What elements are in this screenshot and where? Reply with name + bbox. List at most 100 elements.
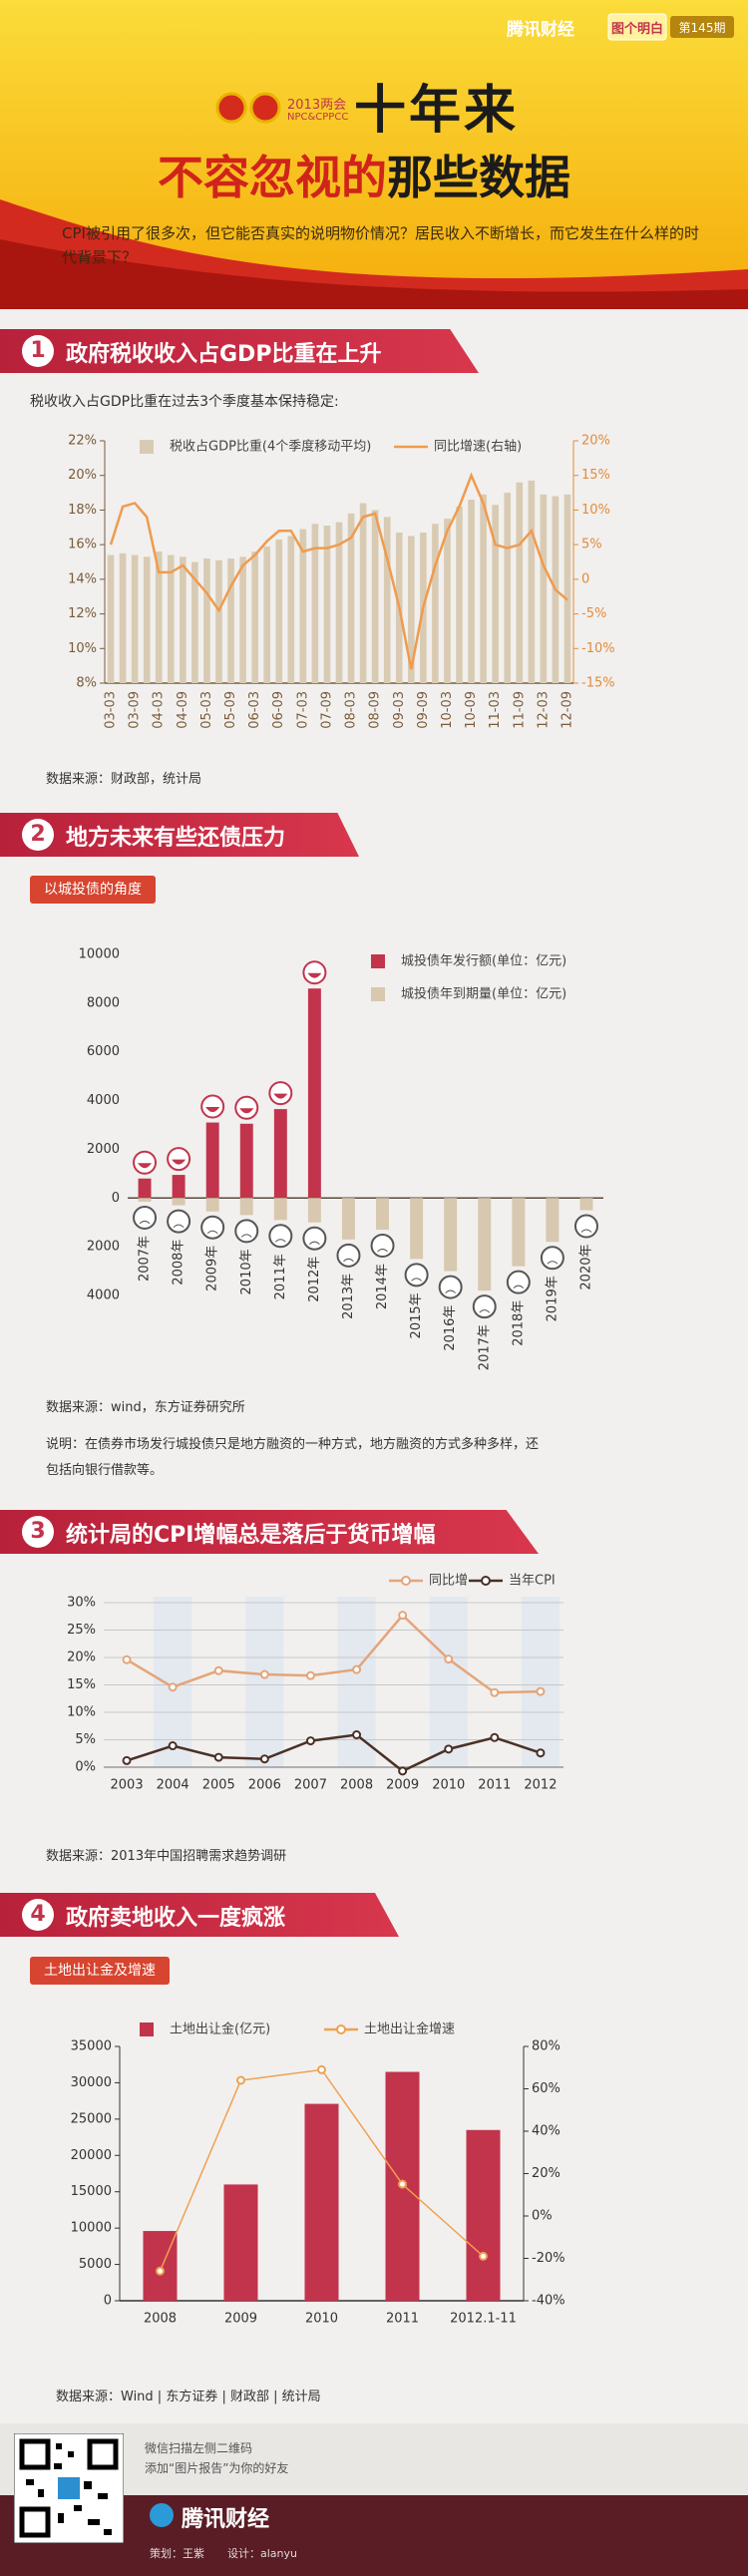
tick-label: 8%	[76, 676, 97, 691]
x-tick-label: 04-09	[176, 691, 190, 729]
point	[213, 1665, 223, 1675]
face-icon	[167, 1209, 191, 1234]
badge: 以城投债的角度	[30, 876, 156, 904]
section-number: 2	[22, 819, 54, 851]
face-icon	[404, 1263, 429, 1288]
bar	[444, 1198, 458, 1272]
point	[122, 1655, 132, 1664]
point	[213, 1752, 223, 1762]
bar	[307, 988, 321, 1199]
x-tick-label: 2011	[478, 1778, 511, 1793]
legend-label: 城投债年发行额(单位：亿元)	[401, 953, 566, 969]
section-number: 1	[22, 335, 54, 367]
bar	[311, 524, 319, 683]
x-tick-label: 06-03	[247, 691, 262, 729]
tick-label: 12%	[68, 606, 97, 621]
x-tick-label: 2011年	[273, 1254, 288, 1299]
tick-label: 16%	[68, 538, 97, 552]
bar	[191, 561, 198, 683]
title-black: 那些数据	[387, 151, 570, 204]
x-tick-label: 2008	[340, 1778, 373, 1793]
bar	[138, 1178, 152, 1199]
x-tick-label: 08-03	[344, 691, 359, 729]
qr-dots	[26, 2443, 112, 2535]
tick-label: 10%	[67, 1705, 96, 1720]
bar	[205, 1198, 219, 1212]
face-icon	[370, 1234, 395, 1259]
face-icon	[268, 1224, 293, 1249]
face-mouth	[547, 1261, 559, 1265]
face-icon	[472, 1294, 497, 1319]
bar	[239, 1198, 253, 1216]
x-tick-label: 2018年	[511, 1300, 526, 1346]
section-title: 政府卖地收入一度疯涨	[66, 1906, 286, 1931]
point	[317, 2064, 326, 2074]
x-tick-label: 2010	[432, 1778, 465, 1793]
face-icon	[506, 1270, 531, 1294]
tick-label: 20%	[581, 434, 610, 449]
point	[479, 2251, 488, 2261]
legend-label: 税收占GDP比重(4个季度移动平均)	[170, 439, 371, 455]
x-tick-label: 05-09	[223, 691, 238, 729]
source: 数据来源：wind，东方证券研究所	[46, 1400, 245, 1415]
footer: 微信扫描左侧二维码 添加“图片报告”为你的好友 腾讯财经 策划：王紫 设计：al…	[0, 2423, 748, 2576]
bar	[251, 552, 258, 683]
x-tick-label: 2009年	[205, 1246, 220, 1291]
bar	[273, 1198, 287, 1221]
x-tick-label: 2003	[111, 1778, 144, 1793]
bar	[478, 1198, 492, 1291]
credit: 策划：王紫	[150, 2547, 204, 2560]
flag-swoosh	[0, 239, 748, 309]
face-icon	[234, 1219, 259, 1244]
tick-label: -5%	[581, 606, 606, 621]
x-tick-label: 05-03	[199, 691, 214, 729]
bar	[119, 552, 127, 683]
x-tick-label: 2012年	[307, 1257, 322, 1302]
tick-label: 10000	[79, 947, 120, 962]
tick-label: 25%	[67, 1623, 96, 1638]
tick-label: 15%	[581, 468, 610, 483]
tick-label: 8000	[87, 995, 120, 1010]
legend-label: 同比增	[429, 1574, 468, 1589]
face-mouth	[138, 1163, 153, 1169]
point	[305, 1736, 315, 1746]
bar	[563, 494, 571, 683]
point	[122, 1755, 132, 1765]
badge: 土地出让金及增速	[30, 1957, 170, 1985]
tick-label: 20000	[71, 2148, 112, 2163]
x-tick-label: 11-09	[512, 691, 527, 729]
bar	[172, 1175, 186, 1199]
bar	[540, 494, 548, 683]
x-tick-label: 2008年	[172, 1240, 187, 1286]
face-mouth	[513, 1285, 525, 1289]
face-mouth	[206, 1230, 218, 1235]
bar	[432, 524, 439, 683]
x-tick-label: 2007年	[138, 1236, 153, 1282]
line	[126, 1733, 542, 1773]
header-art	[0, 13, 748, 309]
x-tick-label: 06-09	[271, 691, 286, 729]
column-badge	[607, 13, 667, 41]
tick-label: 22%	[68, 434, 97, 449]
bar	[275, 539, 283, 683]
intro: CPI被引用了很多次，但它能否真实的说明物价情况？居民收入不断增长，而它发生在什…	[62, 224, 699, 266]
bar	[480, 494, 487, 683]
point	[352, 1730, 362, 1740]
bar	[504, 493, 512, 683]
bar	[155, 552, 163, 683]
x-tick-label: 03-03	[104, 691, 119, 729]
legend-swatch	[336, 2024, 346, 2034]
face-icon	[133, 1205, 158, 1230]
chart: 0 5000 10000 15000 20000 25000 30000 35000 -40% -…	[71, 2022, 565, 2327]
face-icon	[200, 1094, 225, 1119]
bar	[304, 2103, 339, 2301]
legend-swatch	[140, 440, 154, 454]
x-tick-label: 2009	[224, 2312, 257, 2327]
point	[259, 1754, 269, 1764]
bar	[138, 1198, 152, 1202]
bar	[492, 505, 499, 683]
tick-label: 40%	[532, 2124, 561, 2139]
x-tick-label: 12-03	[536, 691, 551, 729]
tick-label: 60%	[532, 2081, 561, 2096]
